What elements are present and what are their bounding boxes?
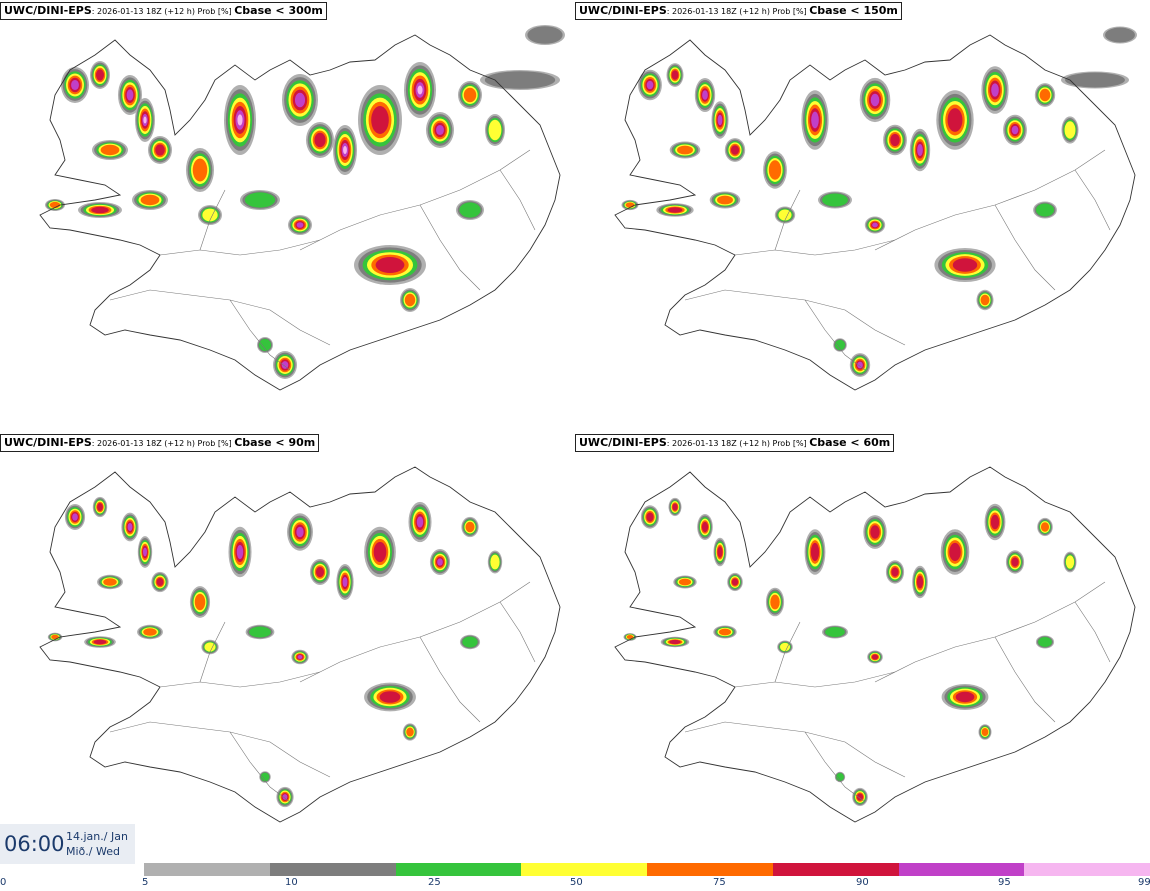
threshold-label: Cbase < 90m bbox=[234, 436, 316, 449]
colorbar-label: 95 bbox=[998, 877, 1011, 888]
run-info: : 2026-01-13 18Z (+12 h) Prob [%] bbox=[666, 7, 810, 16]
run-info: : 2026-01-13 18Z (+12 h) Prob [%] bbox=[91, 7, 235, 16]
threshold-label: Cbase < 150m bbox=[809, 4, 898, 17]
colorbar-bin bbox=[269, 863, 396, 876]
valid-date: 14.jan./ Jan bbox=[66, 830, 128, 843]
threshold-label: Cbase < 60m bbox=[809, 436, 891, 449]
iceland-map bbox=[614, 26, 1137, 391]
probability-colorbar bbox=[144, 863, 1150, 876]
colorbar-label: 25 bbox=[428, 877, 441, 888]
colorbar-label: 90 bbox=[856, 877, 869, 888]
colorbar-bin bbox=[521, 863, 647, 876]
map-panel-90m: UWC/DINI-EPS: 2026-01-13 18Z (+12 h) Pro… bbox=[0, 432, 575, 860]
colorbar-bin bbox=[772, 863, 899, 876]
colorbar-bin bbox=[898, 863, 1025, 876]
valid-weekday: Mið./ Wed bbox=[66, 845, 120, 858]
colorbar-label: 50 bbox=[570, 877, 583, 888]
panel-title: UWC/DINI-EPS: 2026-01-13 18Z (+12 h) Pro… bbox=[575, 2, 902, 20]
colorbar-bin bbox=[395, 863, 522, 876]
colorbar-label: 10 bbox=[285, 877, 298, 888]
colorbar-label: 5 bbox=[142, 877, 149, 888]
iceland-map bbox=[39, 25, 565, 391]
model-name: UWC/DINI-EPS bbox=[579, 436, 667, 449]
model-name: UWC/DINI-EPS bbox=[4, 436, 92, 449]
valid-time-box: 06:00 14.jan./ Jan Mið./ Wed bbox=[0, 824, 135, 864]
threshold-label: Cbase < 300m bbox=[234, 4, 323, 17]
map-panel-150m: UWC/DINI-EPS: 2026-01-13 18Z (+12 h) Pro… bbox=[575, 0, 1150, 428]
colorbar-bin bbox=[647, 863, 773, 876]
panel-title: UWC/DINI-EPS: 2026-01-13 18Z (+12 h) Pro… bbox=[0, 2, 327, 20]
model-name: UWC/DINI-EPS bbox=[579, 4, 667, 17]
colorbar-label: 75 bbox=[713, 877, 726, 888]
map-panel-300m: UWC/DINI-EPS: 2026-01-13 18Z (+12 h) Pro… bbox=[0, 0, 575, 428]
panel-title: UWC/DINI-EPS: 2026-01-13 18Z (+12 h) Pro… bbox=[0, 434, 320, 452]
model-name: UWC/DINI-EPS bbox=[4, 4, 92, 17]
colorbar-bin bbox=[144, 863, 270, 876]
valid-time: 06:00 bbox=[4, 832, 65, 856]
iceland-map bbox=[39, 466, 561, 823]
iceland-map bbox=[614, 466, 1136, 823]
colorbar-label: 0 bbox=[0, 877, 7, 888]
panel-title: UWC/DINI-EPS: 2026-01-13 18Z (+12 h) Pro… bbox=[575, 434, 895, 452]
colorbar-bin bbox=[1024, 863, 1150, 876]
colorbar-label: 99 bbox=[1138, 877, 1150, 888]
run-info: : 2026-01-13 18Z (+12 h) Prob [%] bbox=[666, 439, 810, 448]
map-panel-60m: UWC/DINI-EPS: 2026-01-13 18Z (+12 h) Pro… bbox=[575, 432, 1150, 860]
run-info: : 2026-01-13 18Z (+12 h) Prob [%] bbox=[91, 439, 235, 448]
